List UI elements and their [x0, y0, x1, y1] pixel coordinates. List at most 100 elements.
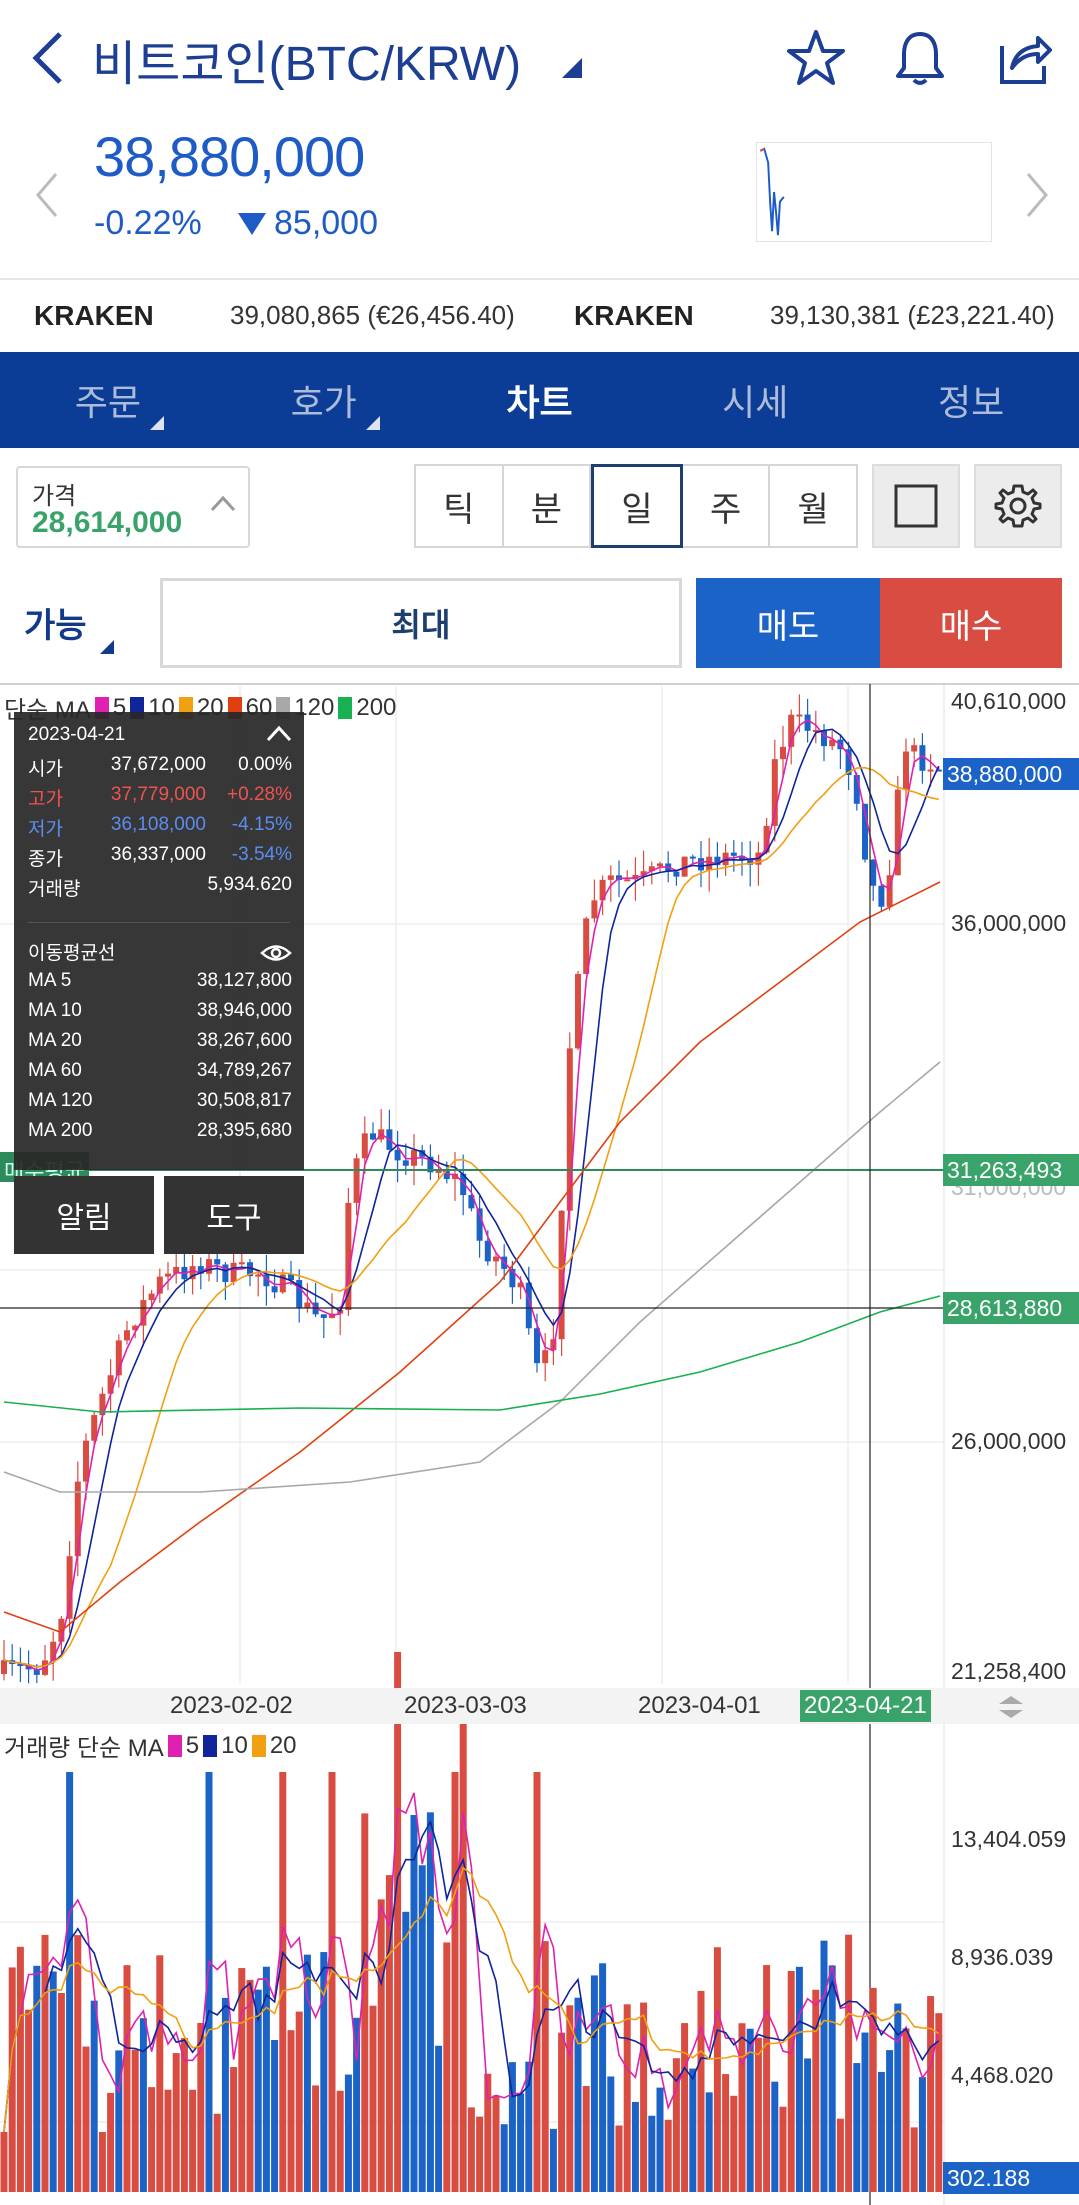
price-stepper[interactable]: 가격 28,614,000: [16, 466, 250, 548]
candle-body: [517, 1282, 524, 1288]
candle-body: [230, 1262, 237, 1282]
available-label[interactable]: 가능: [24, 607, 87, 645]
period-week[interactable]: 주: [683, 466, 771, 546]
tooltip-ma-row: MA 60 34,789,267: [28, 1060, 292, 1082]
volume-bar: [213, 2113, 221, 2192]
candle-body: [821, 729, 827, 747]
tab-label: 시세: [722, 382, 789, 423]
volume-bar: [927, 1996, 935, 2192]
volume-bar: [705, 2092, 713, 2192]
candle-body: [903, 751, 909, 790]
volume-bar: [754, 2037, 762, 2192]
volume-bar: [459, 1722, 467, 2192]
sell-button[interactable]: 매도: [696, 578, 880, 668]
candle-body: [919, 745, 926, 771]
candle-body: [197, 1266, 204, 1274]
share-icon[interactable]: [992, 26, 1056, 90]
candle-body: [361, 1133, 368, 1159]
ma-value: 38,946,000: [196, 1000, 292, 1021]
candle-body: [288, 1274, 294, 1281]
candle-body: [189, 1266, 196, 1280]
tab-info[interactable]: 정보: [863, 352, 1079, 448]
candle-body: [33, 1669, 40, 1675]
ma-value: 28,395,680: [196, 1120, 292, 1141]
tooltip-ohlc-row: 고가 37,779,000 +0.28%: [28, 784, 292, 811]
candle-body: [558, 1210, 565, 1340]
volume-label: 거래량: [28, 879, 81, 900]
exchange-name: KRAKEN: [34, 300, 154, 331]
candle-body: [878, 885, 885, 907]
tool-button[interactable]: 도구: [164, 1176, 304, 1254]
date-axis-label: 2023-02-02: [170, 1692, 293, 1719]
volume-bar: [90, 2000, 98, 2192]
exchange-row: KRAKEN 39,080,865 (€26,456.40) KRAKEN 39…: [0, 282, 1079, 350]
candle-body: [673, 871, 680, 877]
candle-body: [566, 1048, 573, 1211]
chevron-up-icon[interactable]: [210, 490, 236, 516]
volume-bar: [902, 2028, 910, 2192]
volume-bar: [271, 2040, 279, 2192]
legend-swatch: [203, 1734, 218, 1757]
candle-body: [804, 714, 811, 731]
corner-triangle-icon: [149, 416, 164, 430]
volume-bar: [812, 1989, 820, 2192]
candlestick-chart[interactable]: [0, 682, 1079, 2205]
candle-body: [935, 769, 942, 772]
page-title[interactable]: 비트코인(BTC/KRW): [92, 38, 522, 91]
volume-bar: [861, 2032, 869, 2192]
resize-handle-icon[interactable]: [996, 1692, 1026, 1722]
next-arrow-icon[interactable]: [1022, 170, 1052, 220]
bell-icon[interactable]: [888, 26, 952, 90]
tab-label: 차트: [506, 382, 573, 423]
price-axis-label: 26,000,000: [951, 1428, 1067, 1454]
period-minute[interactable]: 분: [504, 466, 592, 546]
tab-chart[interactable]: 차트: [432, 352, 648, 448]
volume-bar: [492, 2095, 500, 2192]
period-month[interactable]: 월: [797, 490, 829, 529]
tab-orderbook[interactable]: 호가: [216, 352, 432, 448]
caret-down-icon[interactable]: [560, 56, 584, 80]
max-button[interactable]: 최대: [160, 578, 682, 668]
ohlc-value: 36,337,000: [110, 844, 206, 865]
layout-button[interactable]: [872, 464, 960, 548]
volume-legend: 거래량 단순 MA 5 10 20: [4, 1728, 297, 1763]
volume-bar: [246, 1979, 254, 2192]
settings-button[interactable]: [974, 464, 1062, 548]
candle-body: [115, 1340, 122, 1376]
period-tick[interactable]: 틱: [416, 466, 504, 546]
tab-order[interactable]: 주문: [0, 352, 216, 448]
volume-bar: [418, 1865, 426, 2192]
eye-icon[interactable]: [260, 942, 292, 964]
star-icon[interactable]: [784, 26, 848, 90]
volume-bar: [377, 1899, 385, 2192]
current-volume-tag: 302.188: [943, 2162, 1079, 2194]
cursor-price-tag: 28,613,880: [943, 1292, 1079, 1324]
prev-arrow-icon[interactable]: [32, 170, 62, 220]
chevron-up-icon[interactable]: [266, 724, 292, 742]
buy-button[interactable]: 매수: [880, 578, 1062, 668]
back-icon[interactable]: [28, 30, 68, 86]
candle-body: [698, 858, 704, 871]
volume-bar: [254, 1989, 262, 2192]
legend-item: 20: [269, 1731, 297, 1759]
candle-body: [607, 875, 614, 880]
volume-axis-label: 8,936.039: [951, 1944, 1054, 1970]
ohlc-pct: -3.54%: [231, 844, 292, 865]
divider: [28, 922, 290, 923]
volume-bar: [599, 1963, 607, 2192]
tab-quotes[interactable]: 시세: [647, 352, 863, 448]
candle-body: [706, 856, 713, 871]
volume-bar: [804, 2058, 812, 2192]
volume-bar: [771, 2081, 779, 2192]
candle-body: [263, 1274, 270, 1287]
alert-button[interactable]: 알림: [14, 1176, 154, 1254]
mini-sparkline[interactable]: [756, 142, 992, 242]
candle-body: [255, 1274, 262, 1277]
volume-bar: [467, 2107, 475, 2192]
candle-body: [648, 866, 655, 872]
ma-label: MA 120: [28, 1090, 93, 1111]
period-day[interactable]: 일: [591, 464, 683, 548]
candle-body: [165, 1273, 171, 1277]
volume-bar: [763, 1965, 771, 2192]
candle-body: [788, 714, 795, 747]
